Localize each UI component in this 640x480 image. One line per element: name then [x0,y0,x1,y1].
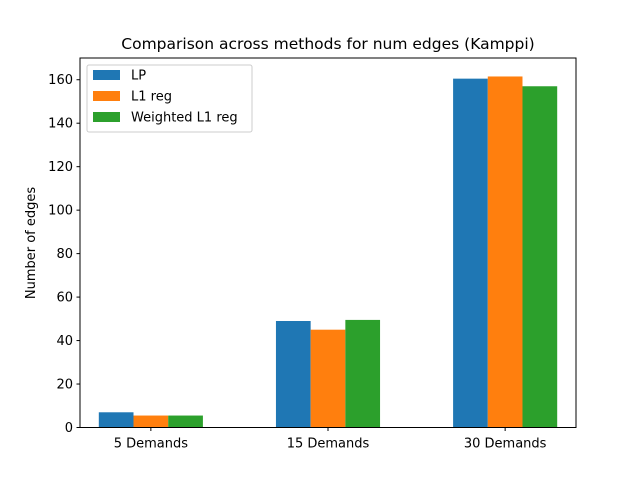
bar-lp-1 [98,412,134,428]
y-tick-label: 20 [56,378,73,393]
legend-swatch [93,91,120,101]
legend-swatch [93,70,120,80]
x-tick-label: 5 Demands [114,437,189,452]
y-tick-label: 120 [48,160,73,175]
x-tick-label: 30 Demands [464,437,547,452]
bar-weighted-l1-reg-3 [522,86,558,428]
x-tick-label: 15 Demands [287,437,370,452]
bar-l1-reg-2 [310,329,346,428]
bar-l1-reg-1 [133,415,169,428]
bar-weighted-l1-reg-2 [345,319,381,428]
plot-frame [79,57,577,428]
y-tick-label: 60 [56,291,73,306]
y-tick-label: 140 [48,117,73,132]
y-tick-label: 100 [48,204,73,219]
bar-lp-3 [453,78,488,428]
legend-label: Weighted L1 reg [131,111,238,126]
bar-lp-2 [275,320,311,428]
bar-weighted-l1-reg-1 [168,415,203,428]
y-tick-label: 160 [48,73,73,88]
chart-title: Comparison across methods for num edges … [121,35,534,53]
y-axis-ticks: 0 20 40 60 80 100 120 140 160 [48,73,80,436]
x-axis-ticks: 5 Demands 15 Demands 30 Demands [114,427,547,452]
bars-group [98,76,558,428]
legend-label: LP [131,69,146,84]
y-tick-label: 80 [56,247,73,262]
legend-box [86,64,253,133]
legend-label: L1 reg [131,90,172,105]
bar-l1-reg-3 [487,76,523,428]
legend: LP L1 reg Weighted L1 reg [86,64,253,133]
y-tick-label: 0 [65,421,73,436]
y-tick-label: 40 [56,334,73,349]
legend-swatch [93,112,120,122]
y-axis-label: Number of edges [24,187,39,300]
